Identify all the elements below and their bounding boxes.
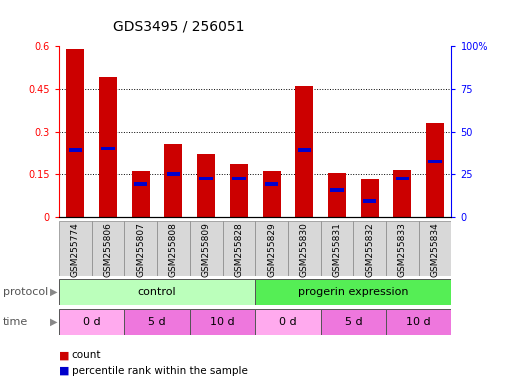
Text: GSM255833: GSM255833 — [398, 222, 407, 277]
FancyBboxPatch shape — [223, 221, 255, 276]
Bar — [396, 177, 409, 180]
Text: protocol: protocol — [3, 287, 48, 297]
FancyBboxPatch shape — [59, 279, 255, 305]
Bar — [134, 182, 148, 186]
Bar — [99, 78, 117, 217]
Bar — [101, 147, 115, 151]
Bar — [200, 177, 213, 180]
FancyBboxPatch shape — [255, 279, 451, 305]
Text: GDS3495 / 256051: GDS3495 / 256051 — [113, 19, 244, 33]
Bar — [197, 154, 215, 217]
Bar — [298, 148, 311, 152]
Text: count: count — [72, 350, 102, 360]
FancyBboxPatch shape — [386, 221, 419, 276]
FancyBboxPatch shape — [255, 309, 321, 335]
Text: GSM255831: GSM255831 — [332, 222, 342, 277]
FancyBboxPatch shape — [124, 309, 190, 335]
Text: GSM255807: GSM255807 — [136, 222, 145, 277]
Text: GSM255806: GSM255806 — [104, 222, 112, 277]
Bar — [265, 182, 279, 186]
Bar — [165, 144, 183, 217]
Bar — [230, 164, 248, 217]
Text: 5 d: 5 d — [345, 317, 362, 327]
Bar — [69, 148, 82, 152]
Text: 0 d: 0 d — [83, 317, 101, 327]
Text: GSM255809: GSM255809 — [202, 222, 211, 277]
FancyBboxPatch shape — [190, 221, 223, 276]
Text: GSM255828: GSM255828 — [234, 222, 243, 277]
Bar — [363, 199, 377, 203]
FancyBboxPatch shape — [124, 221, 157, 276]
Text: GSM255834: GSM255834 — [430, 222, 440, 277]
Bar — [330, 188, 344, 192]
Bar — [263, 171, 281, 217]
FancyBboxPatch shape — [321, 221, 353, 276]
FancyBboxPatch shape — [288, 221, 321, 276]
Bar — [167, 172, 180, 176]
Text: 5 d: 5 d — [148, 317, 166, 327]
Bar — [295, 86, 313, 217]
FancyBboxPatch shape — [353, 221, 386, 276]
Text: 10 d: 10 d — [406, 317, 431, 327]
Bar — [393, 170, 411, 217]
FancyBboxPatch shape — [386, 309, 451, 335]
Text: ▶: ▶ — [50, 287, 58, 297]
Text: ■: ■ — [59, 366, 69, 376]
Bar — [132, 171, 150, 217]
Text: progerin expression: progerin expression — [298, 287, 408, 297]
Text: percentile rank within the sample: percentile rank within the sample — [72, 366, 248, 376]
Text: ■: ■ — [59, 350, 69, 360]
Bar — [232, 177, 246, 180]
FancyBboxPatch shape — [321, 309, 386, 335]
Bar — [428, 160, 442, 163]
Bar — [328, 173, 346, 217]
Text: 10 d: 10 d — [210, 317, 235, 327]
FancyBboxPatch shape — [59, 221, 92, 276]
Text: control: control — [138, 287, 176, 297]
FancyBboxPatch shape — [92, 221, 124, 276]
FancyBboxPatch shape — [157, 221, 190, 276]
Text: GSM255829: GSM255829 — [267, 222, 276, 277]
Text: GSM255774: GSM255774 — [71, 222, 80, 277]
FancyBboxPatch shape — [419, 221, 451, 276]
Text: time: time — [3, 317, 28, 327]
Text: ▶: ▶ — [50, 317, 58, 327]
Bar — [426, 123, 444, 217]
Text: GSM255830: GSM255830 — [300, 222, 309, 277]
FancyBboxPatch shape — [190, 309, 255, 335]
Text: GSM255832: GSM255832 — [365, 222, 374, 277]
Text: GSM255808: GSM255808 — [169, 222, 178, 277]
Bar — [361, 179, 379, 217]
Bar — [66, 49, 84, 217]
FancyBboxPatch shape — [59, 309, 124, 335]
FancyBboxPatch shape — [255, 221, 288, 276]
Text: 0 d: 0 d — [279, 317, 297, 327]
